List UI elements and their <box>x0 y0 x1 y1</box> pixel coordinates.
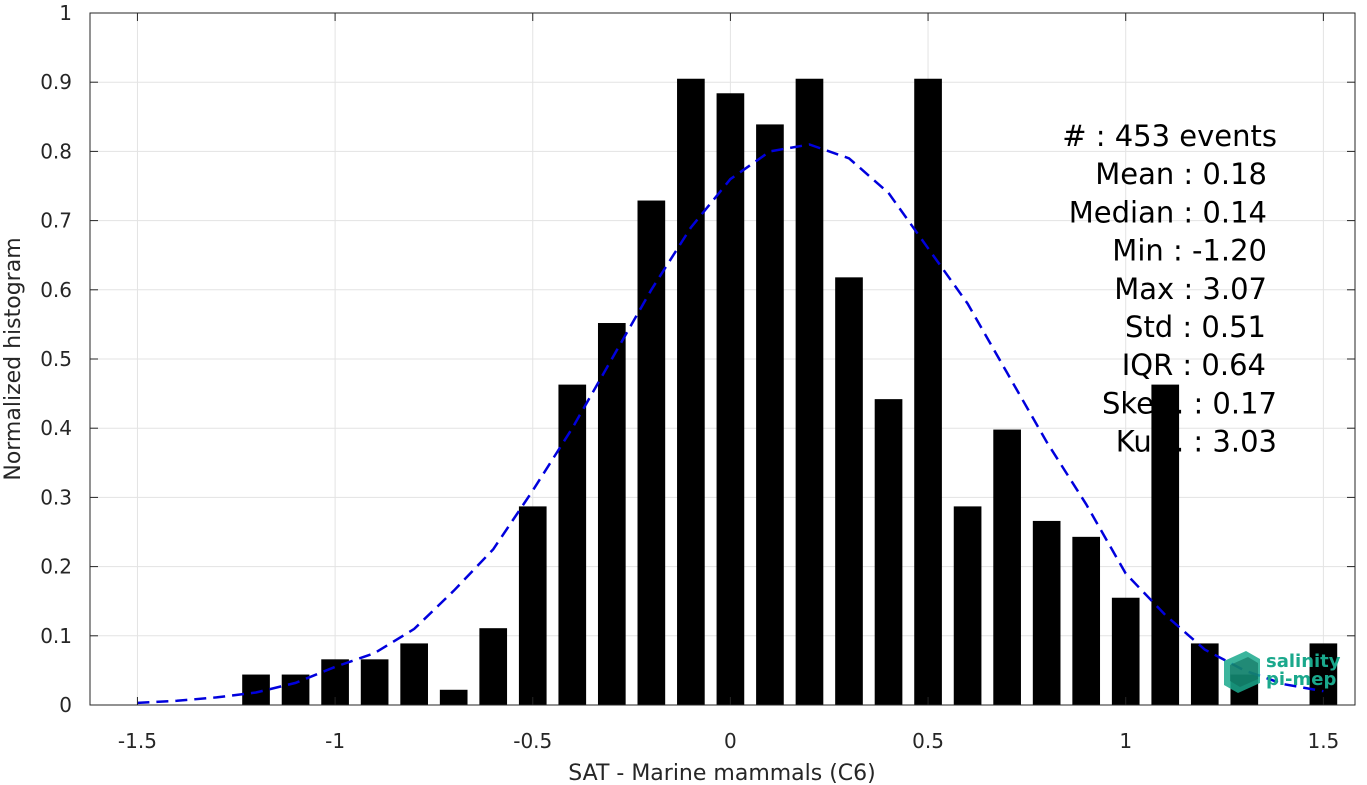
histogram-bar <box>281 674 310 705</box>
histogram-bar <box>795 78 824 706</box>
y-tick-label: 0.2 <box>40 555 72 579</box>
y-tick-label: 0.9 <box>40 70 72 94</box>
stats-line: Std : 0.51 <box>1125 310 1266 344</box>
x-axis-label: SAT - Marine mammals (C6) <box>568 761 876 785</box>
y-tick-label: 0.7 <box>40 209 72 233</box>
y-tick-label: 0.3 <box>40 485 72 509</box>
histogram-bar <box>558 384 587 705</box>
histogram-bar <box>835 277 863 705</box>
histogram-bar <box>874 399 903 705</box>
y-tick-label: 0.6 <box>40 278 72 302</box>
stats-line: Skew. : 0.17 <box>1102 386 1277 420</box>
logo-cube-icon <box>1224 651 1260 693</box>
histogram-bar <box>716 93 745 706</box>
logo-line2: pi-mep <box>1266 669 1336 690</box>
histogram-bar <box>400 643 428 705</box>
histogram-bar <box>1190 643 1219 705</box>
axis-ticks <box>90 12 1355 706</box>
statistics-box: # : 453 events Mean : 0.18 Median : 0.14 Mi… <box>1062 119 1277 459</box>
x-tick-label: -1 <box>325 729 345 753</box>
x-tick-label: 0.5 <box>912 729 944 753</box>
histogram-bar <box>953 506 982 705</box>
y-tick-label: 0 <box>59 693 72 717</box>
histogram-bar <box>756 124 784 706</box>
x-tick-label: -1.5 <box>118 729 157 753</box>
stats-line: Max : 3.07 <box>1114 272 1267 306</box>
x-tick-label: 1 <box>1119 729 1132 753</box>
x-tick-label: 0 <box>724 729 737 753</box>
y-tick-label: 0.1 <box>40 624 72 648</box>
stats-line: IQR : 0.64 <box>1122 348 1266 382</box>
histogram-bar <box>242 674 270 705</box>
histogram-bar <box>677 78 705 706</box>
histogram-bar <box>914 78 942 706</box>
histogram-bar <box>637 200 666 706</box>
histogram-bar <box>1151 384 1180 705</box>
histogram-bars <box>242 78 1338 706</box>
y-axis-label: Normalized histogram <box>1 237 26 480</box>
histogram-bar <box>597 323 626 705</box>
histogram-bar <box>1032 520 1061 705</box>
y-tick-label: 0.4 <box>40 416 72 440</box>
y-tick-label: 0.5 <box>40 347 72 371</box>
y-tick-labels: 0 0.1 0.2 0.3 0.4 0.5 0.6 0.7 0.8 0.9 1 <box>40 1 72 717</box>
x-tick-labels: -1.5 -1 -0.5 0 0.5 1 1.5 <box>118 729 1339 753</box>
histogram-bar <box>1072 536 1101 705</box>
y-tick-label: 0.8 <box>40 139 72 163</box>
stats-line: Kurt. : 3.03 <box>1116 425 1277 459</box>
histogram-bar <box>360 659 389 705</box>
histogram-bar <box>518 506 547 705</box>
stats-line: Min : -1.20 <box>1112 234 1267 268</box>
x-tick-label: -0.5 <box>513 729 552 753</box>
x-tick-label: 1.5 <box>1307 729 1339 753</box>
stats-line: # : 453 events <box>1062 119 1277 153</box>
histogram-bar <box>439 689 468 705</box>
logo-line1: salinity <box>1266 651 1341 672</box>
stats-line: Median : 0.14 <box>1069 195 1267 229</box>
y-tick-label: 1 <box>59 1 72 25</box>
histogram-bar <box>1111 597 1140 705</box>
histogram-bar <box>479 628 508 705</box>
histogram-bar <box>1309 643 1338 705</box>
stats-line: Mean : 0.18 <box>1095 157 1267 191</box>
gaussian-fit-curve <box>137 143 1324 705</box>
histogram-bar <box>993 429 1021 705</box>
salinity-pimep-logo: salinity pi-mep <box>1224 651 1341 693</box>
